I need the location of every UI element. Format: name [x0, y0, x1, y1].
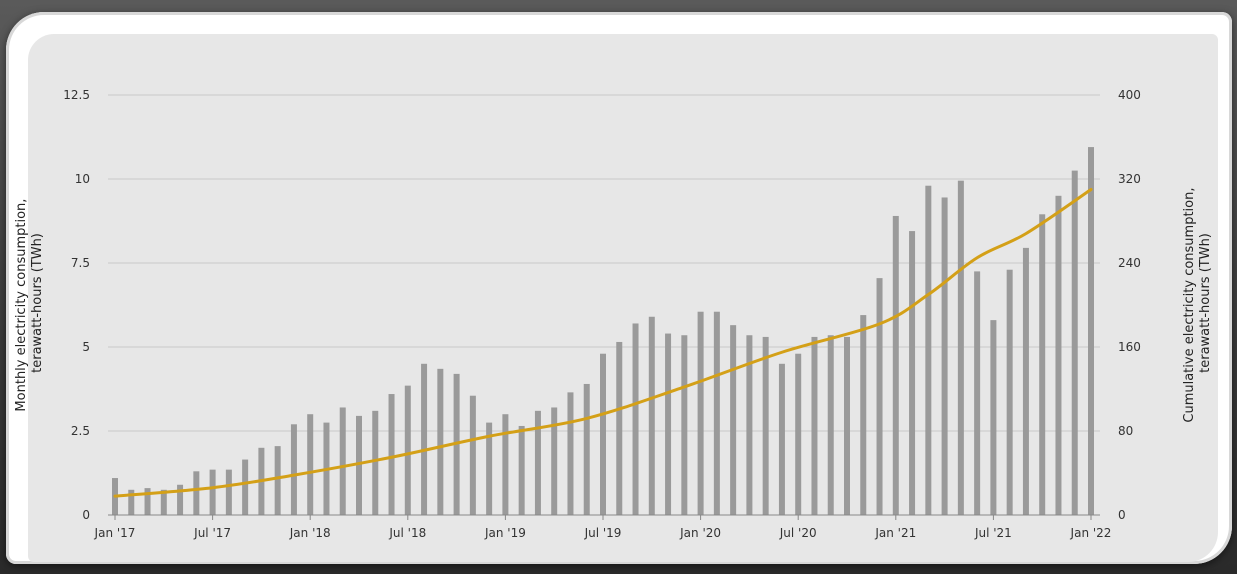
x-tick-label: Jan '18	[289, 526, 331, 540]
bar	[1071, 170, 1078, 515]
x-tick-label: Jul '17	[193, 526, 231, 540]
bar	[372, 410, 379, 515]
left-tick-label: 7.5	[71, 256, 90, 270]
bar	[746, 335, 753, 515]
left-tick-label: 2.5	[71, 424, 90, 438]
bar	[925, 185, 932, 515]
bar	[356, 415, 362, 515]
bar	[665, 333, 672, 515]
bar	[177, 484, 184, 515]
bar	[941, 197, 948, 516]
left-tick-label: 12.5	[63, 88, 90, 102]
left-axis-label-line-1: Monthly electricity consumption,	[14, 199, 29, 412]
bar	[957, 180, 964, 515]
left-tick-label: 0	[82, 508, 90, 522]
bar	[193, 471, 200, 515]
bar	[778, 363, 785, 515]
x-tick-label: Jan '21	[874, 526, 916, 540]
right-axis-label: Cumulative electricity consumption, tera…	[1182, 183, 1213, 422]
bar	[713, 311, 720, 515]
x-tick-label: Jan '17	[94, 526, 136, 540]
bar	[648, 316, 655, 515]
bar	[974, 271, 981, 515]
right-axis-label-line-2: terawatt-hours (TWh)	[1198, 233, 1213, 373]
bar	[404, 385, 411, 515]
bar	[469, 395, 476, 515]
bar	[1006, 269, 1013, 515]
bar	[486, 422, 493, 515]
left-axis-label-line-2: terawatt-hours (TWh)	[30, 233, 45, 373]
bar	[209, 469, 216, 515]
bar	[567, 392, 574, 515]
bar	[1039, 214, 1046, 515]
bar	[909, 231, 916, 515]
bar	[811, 336, 818, 515]
bar	[502, 414, 509, 515]
left-axis-ticks: 0 2.5 5 7.5 10 12.5	[63, 88, 90, 522]
right-tick-label: 80	[1118, 424, 1133, 438]
bar	[388, 394, 395, 515]
bar	[307, 414, 314, 515]
bar	[844, 336, 850, 515]
cumulative-line-series	[113, 188, 1093, 498]
bar	[892, 215, 899, 515]
right-tick-label: 240	[1118, 256, 1141, 270]
bar	[1055, 195, 1062, 516]
bar	[242, 459, 249, 515]
bar	[518, 425, 525, 515]
bar	[225, 469, 232, 515]
bar	[128, 489, 135, 515]
bar-series	[112, 147, 1094, 516]
bar	[795, 353, 802, 515]
bar	[990, 320, 997, 515]
bar	[160, 489, 167, 515]
cumulative-line	[113, 188, 1093, 498]
x-tick-label: Jul '20	[779, 526, 817, 540]
x-tick-label: Jan '20	[679, 526, 721, 540]
bar	[339, 407, 346, 515]
right-tick-label: 160	[1118, 340, 1141, 354]
right-axis-ticks: 0 80 160 240 320 400	[1118, 88, 1141, 522]
bar	[421, 363, 428, 515]
bar	[144, 488, 151, 515]
x-tick-label: Jan '19	[484, 526, 526, 540]
right-axis-label-line-1: Cumulative electricity consumption,	[1182, 188, 1197, 423]
bar	[860, 315, 867, 515]
left-tick-label: 5	[82, 340, 90, 354]
bar	[616, 341, 623, 515]
bar	[730, 325, 737, 515]
bar	[274, 446, 281, 515]
x-tick-label: Jul '19	[584, 526, 622, 540]
bar	[697, 311, 704, 515]
left-axis-label: Monthly electricity consumption, terawat…	[14, 194, 45, 411]
right-tick-label: 0	[1118, 508, 1126, 522]
bar	[1088, 147, 1094, 515]
left-tick-label: 10	[75, 172, 90, 186]
bar	[1022, 247, 1029, 515]
bar	[762, 336, 769, 515]
bar	[876, 278, 883, 515]
bar	[827, 335, 834, 515]
bar	[437, 368, 444, 515]
bar	[290, 424, 297, 515]
bar	[632, 323, 639, 515]
bar	[534, 410, 541, 515]
right-tick-label: 320	[1118, 172, 1141, 186]
x-tick-label: Jan '22	[1070, 526, 1112, 540]
x-tick-label: Jul '21	[974, 526, 1012, 540]
bar	[681, 335, 688, 515]
bar	[583, 383, 590, 515]
x-axis-ticks: Jan '17 Jul '17 Jan '18 Jul '18 Jan '19 Jul '…	[94, 514, 1112, 540]
bar	[551, 407, 558, 515]
x-tick-label: Jul '18	[388, 526, 426, 540]
bar	[600, 353, 606, 515]
right-tick-label: 400	[1118, 88, 1141, 102]
